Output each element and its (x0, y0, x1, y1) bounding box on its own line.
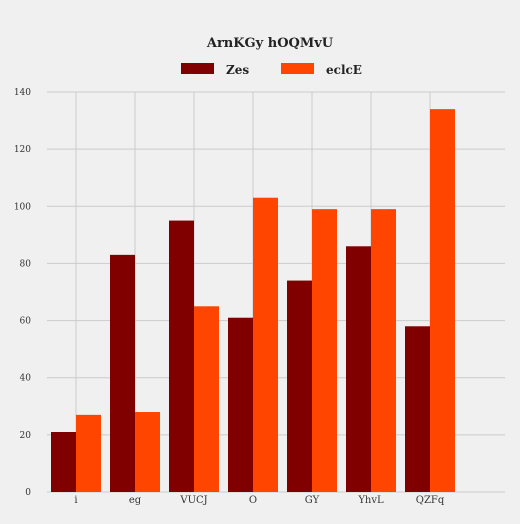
y-tick-label: 20 (20, 431, 32, 441)
y-tick-label: 120 (14, 145, 31, 155)
legend: Zes eclcE (181, 63, 362, 77)
bar-eclce-eg (135, 412, 160, 492)
legend-swatch-zes (181, 63, 214, 74)
x-tick-label: QZFq (416, 495, 445, 506)
y-tick-label: 80 (20, 259, 32, 269)
x-tick-label: i (74, 495, 77, 506)
legend-swatch-eclce (281, 63, 314, 74)
legend-label-zes: Zes (226, 63, 249, 77)
y-tick-label: 0 (25, 488, 31, 498)
bar-eclce-vucj (194, 306, 219, 492)
y-tick-label: 140 (14, 88, 31, 98)
x-tick-label: VUCJ (179, 495, 207, 506)
bar-eclce-gy (312, 209, 337, 492)
bar-zes-i (51, 432, 76, 492)
x-tick-label: YhvL (357, 495, 384, 506)
bar-eclce-i (76, 414, 101, 492)
bars (51, 109, 455, 493)
bar-eclce-o (253, 197, 278, 492)
bar-zes-vucj (169, 220, 194, 493)
bar-zes-qzfq (405, 326, 430, 492)
chart-title: ArnKGy hOQMvU (206, 36, 334, 51)
y-tick-label: 60 (20, 317, 32, 327)
axis-labels: 0 20 40 60 80 100 120 140 i eg VUCJ O GY YhvL QZFq (14, 88, 445, 506)
bar-zes-o (228, 317, 253, 492)
x-tick-label: O (249, 495, 257, 506)
x-tick-label: GY (305, 495, 320, 506)
bar-eclce-yhvl (371, 209, 396, 492)
bar-eclce-qzfq (430, 109, 455, 493)
bar-zes-gy (287, 280, 312, 492)
bar-zes-eg (110, 254, 135, 492)
bar-zes-yhvl (346, 246, 371, 492)
legend-label-eclce: eclcE (326, 63, 362, 77)
y-tick-label: 40 (20, 374, 32, 384)
y-tick-label: 100 (14, 202, 31, 212)
x-tick-label: eg (129, 495, 142, 506)
